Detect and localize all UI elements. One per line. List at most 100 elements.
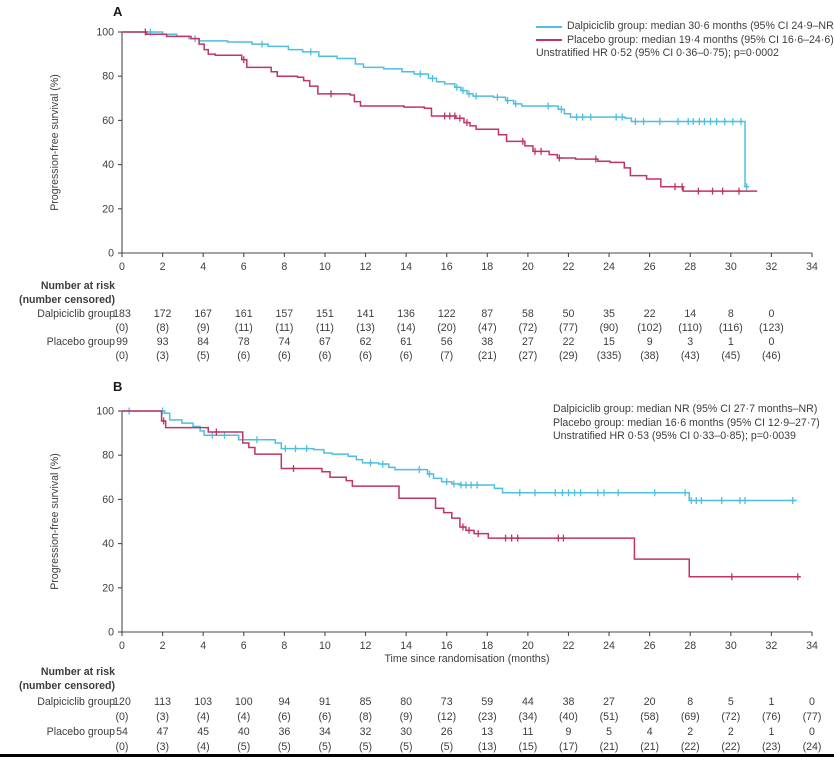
y-tick-label: 80	[102, 450, 114, 462]
risk-censored-value: (102)	[637, 322, 662, 334]
risk-at-risk-value: 157	[276, 308, 294, 320]
y-tick-label: 20	[102, 582, 114, 594]
risk-censored-value: (6)	[318, 711, 331, 723]
risk-censored-value: (40)	[559, 711, 578, 723]
x-tick-label: 24	[603, 640, 615, 652]
x-tick-label: 4	[200, 261, 206, 273]
risk-censored-value: (8)	[156, 322, 169, 334]
risk-censored-value: (0)	[116, 741, 129, 753]
risk-censored-value: (22)	[721, 741, 740, 753]
x-tick-label: 12	[360, 640, 372, 652]
x-tick-label: 2	[160, 640, 166, 652]
risk-at-risk-value: 5	[606, 726, 612, 738]
x-tick-label: 14	[400, 640, 412, 652]
risk-at-risk-value: 85	[360, 696, 372, 708]
risk-at-risk-value: 59	[481, 696, 493, 708]
risk-censored-value: (76)	[762, 711, 781, 723]
risk-at-risk-value: 26	[441, 726, 453, 738]
legend-text-hr: Unstratified HR 0·53 (95% CI 0·33–0·85);…	[553, 430, 796, 443]
risk-at-risk-value: 1	[768, 696, 774, 708]
risk-at-risk-value: 1	[768, 726, 774, 738]
risk-censored-value: (69)	[681, 711, 700, 723]
x-tick-label: 18	[481, 261, 493, 273]
risk-censored-value: (5)	[278, 741, 291, 753]
risk-at-risk-value: 40	[238, 726, 250, 738]
x-tick-label: 26	[644, 261, 656, 273]
legend-text-placebo: Placebo group: median 16·6 months (95% C…	[553, 416, 820, 429]
risk-censored-value: (11)	[316, 322, 334, 334]
risk-censored-value: (6)	[359, 350, 372, 362]
dalpiciclib-line-swatch	[536, 25, 562, 28]
legend-panel-a: Dalpiciclib group: median 30·6 months (9…	[536, 20, 834, 61]
risk-at-risk-value: 15	[603, 336, 615, 348]
risk-censored-value: (17)	[559, 741, 578, 753]
risk-censored-value: (23)	[762, 741, 781, 753]
risk-at-risk-value: 22	[644, 308, 656, 320]
risk-censored-value: (6)	[400, 350, 413, 362]
risk-censored-value: (11)	[275, 322, 293, 334]
risk-censored-value: (7)	[440, 350, 453, 362]
risk-censored-value: (34)	[518, 711, 537, 723]
risk-table-header: Number at risk	[41, 666, 115, 678]
y-tick-label: 60	[102, 115, 114, 127]
risk-at-risk-value: 67	[319, 336, 331, 348]
risk-at-risk-value: 13	[481, 726, 493, 738]
y-axis-label: Progression-free survival (%)	[49, 74, 61, 211]
legend-item-dalpiciclib: Dalpiciclib group: median NR (95% CI 27·…	[553, 403, 820, 417]
risk-censored-value: (47)	[478, 322, 497, 334]
risk-censored-value: (3)	[156, 741, 169, 753]
x-tick-label: 18	[481, 640, 493, 652]
risk-at-risk-value: 38	[563, 696, 575, 708]
legend-item-placebo: Placebo group: median 19·4 months (95% C…	[536, 34, 834, 48]
legend-hr-note: Unstratified HR 0·53 (95% CI 0·33–0·85);…	[553, 430, 820, 444]
x-tick-label: 10	[319, 640, 331, 652]
risk-at-risk-value: 50	[563, 308, 575, 320]
risk-at-risk-value: 5	[728, 696, 734, 708]
risk-at-risk-value: 54	[116, 726, 128, 738]
risk-censored-value: (5)	[400, 741, 413, 753]
risk-at-risk-value: 0	[768, 308, 774, 320]
risk-censored-value: (335)	[597, 350, 622, 362]
risk-table-header: Number at risk	[41, 280, 115, 292]
risk-censored-value: (13)	[356, 322, 375, 334]
x-axis-label: Time since randomisation (months)	[384, 653, 549, 665]
risk-at-risk-value: 74	[278, 336, 290, 348]
risk-row-label: Placebo group	[47, 336, 115, 348]
risk-censored-value: (4)	[197, 711, 210, 723]
risk-at-risk-value: 120	[113, 696, 131, 708]
risk-at-risk-value: 113	[154, 696, 171, 708]
risk-censored-value: (72)	[518, 322, 537, 334]
risk-at-risk-value: 8	[687, 696, 693, 708]
risk-at-risk-value: 62	[360, 336, 372, 348]
risk-censored-value: (24)	[803, 741, 822, 753]
y-tick-label: 100	[96, 406, 114, 418]
risk-censored-value: (21)	[640, 741, 659, 753]
placebo-line-swatch	[536, 39, 562, 42]
risk-censored-value: (5)	[318, 741, 331, 753]
risk-at-risk-value: 14	[684, 308, 696, 320]
risk-censored-value: (58)	[640, 711, 659, 723]
x-tick-label: 22	[563, 261, 575, 273]
x-tick-label: 32	[766, 640, 778, 652]
risk-censored-value: (77)	[803, 711, 822, 723]
risk-at-risk-value: 2	[687, 726, 693, 738]
x-tick-label: 34	[806, 640, 818, 652]
risk-censored-value: (5)	[237, 741, 250, 753]
risk-censored-value: (3)	[156, 711, 169, 723]
risk-censored-value: (5)	[197, 350, 210, 362]
censor-marks-dalpiciclib	[147, 28, 750, 191]
x-tick-label: 28	[684, 640, 696, 652]
legend-text-hr: Unstratified HR 0·52 (95% CI 0·36–0·75);…	[536, 47, 779, 60]
risk-censored-value: (116)	[719, 322, 743, 334]
risk-at-risk-value: 84	[197, 336, 209, 348]
x-tick-label: 0	[119, 640, 125, 652]
risk-at-risk-value: 36	[278, 726, 290, 738]
panel-label: A	[113, 4, 123, 19]
x-tick-label: 4	[200, 640, 206, 652]
risk-censored-value: (21)	[478, 350, 497, 362]
risk-at-risk-value: 103	[194, 696, 212, 708]
risk-at-risk-value: 183	[113, 308, 131, 320]
risk-censored-value: (4)	[237, 711, 250, 723]
x-tick-label: 6	[241, 640, 247, 652]
censor-marks-placebo	[161, 417, 801, 581]
